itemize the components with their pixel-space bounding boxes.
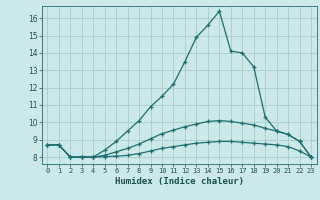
X-axis label: Humidex (Indice chaleur): Humidex (Indice chaleur) [115,177,244,186]
